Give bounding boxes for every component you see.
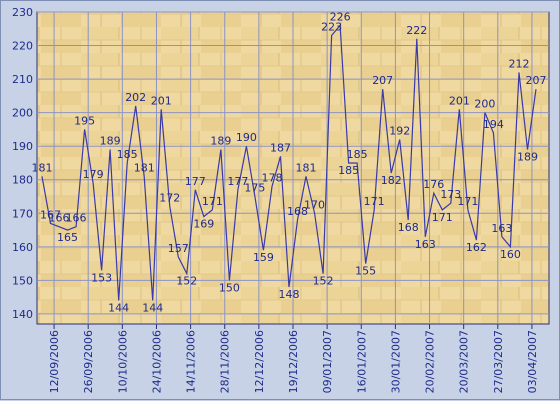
data-label: 171 bbox=[457, 195, 478, 208]
data-label: 222 bbox=[406, 24, 427, 37]
data-label: 150 bbox=[219, 281, 240, 294]
data-label: 179 bbox=[83, 168, 104, 181]
data-label: 212 bbox=[508, 57, 529, 70]
data-label: 171 bbox=[432, 211, 453, 224]
data-label: 189 bbox=[210, 135, 231, 148]
data-label: 200 bbox=[474, 98, 495, 111]
data-label: 223 bbox=[321, 20, 342, 33]
data-label: 163 bbox=[491, 222, 512, 235]
series-line bbox=[41, 23, 537, 301]
data-label: 153 bbox=[91, 271, 112, 284]
data-label: 163 bbox=[415, 238, 436, 251]
data-label: 189 bbox=[517, 151, 538, 164]
data-label: 189 bbox=[100, 135, 121, 148]
x-tick-label: 30/01/2007 bbox=[389, 330, 402, 393]
data-label: 171 bbox=[364, 195, 385, 208]
x-tick-label: 28/11/2006 bbox=[219, 330, 232, 393]
y-tick-label: 170 bbox=[12, 207, 33, 220]
data-label: 185 bbox=[338, 164, 359, 177]
data-label: 194 bbox=[483, 118, 504, 131]
x-axis: 12/09/2006 26/09/2006 10/10/2006 24/10/2006… bbox=[48, 324, 539, 393]
data-label: 201 bbox=[151, 94, 172, 107]
data-label: 226 bbox=[330, 10, 351, 23]
x-tick-label: 14/11/2006 bbox=[185, 330, 198, 393]
data-label: 177 bbox=[185, 175, 206, 188]
y-tick-label: 140 bbox=[12, 308, 33, 321]
x-tick-label: 20/03/2007 bbox=[458, 330, 471, 393]
x-tick-label: 12/12/2006 bbox=[253, 330, 266, 393]
data-label: 182 bbox=[381, 174, 402, 187]
x-tick-label: 26/09/2006 bbox=[82, 330, 95, 393]
data-label: 165 bbox=[57, 231, 78, 244]
data-label: 190 bbox=[236, 131, 257, 144]
y-tick-label: 200 bbox=[12, 107, 33, 120]
x-tick-label: 19/12/2006 bbox=[287, 330, 300, 393]
data-label: 168 bbox=[287, 205, 308, 218]
y-tick-label: 160 bbox=[12, 241, 33, 254]
data-label: 157 bbox=[168, 242, 189, 255]
data-label: 175 bbox=[244, 182, 265, 195]
data-label: 185 bbox=[347, 148, 368, 161]
data-label: 170 bbox=[304, 198, 325, 211]
x-tick-label: 27/03/2007 bbox=[492, 330, 505, 393]
y-tick-label: 190 bbox=[12, 140, 33, 153]
y-tick-label: 180 bbox=[12, 174, 33, 187]
data-label: 207 bbox=[526, 74, 547, 87]
y-tick-label: 210 bbox=[12, 73, 33, 86]
data-label: 159 bbox=[253, 251, 274, 264]
data-label: 168 bbox=[398, 221, 419, 234]
y-tick-label: 230 bbox=[12, 6, 33, 19]
x-tick-label: 10/10/2006 bbox=[116, 330, 129, 393]
y-tick-label: 150 bbox=[12, 274, 33, 287]
data-label: 172 bbox=[159, 192, 180, 205]
data-label: 181 bbox=[134, 161, 155, 174]
x-tick-label: 16/01/2007 bbox=[355, 330, 368, 393]
y-tick-label: 220 bbox=[12, 40, 33, 53]
data-labels: 1811671661651661951791531891441852021811… bbox=[32, 10, 547, 314]
data-label: 195 bbox=[74, 114, 95, 127]
data-label: 181 bbox=[32, 161, 53, 174]
data-label: 187 bbox=[270, 141, 291, 154]
data-label: 173 bbox=[440, 188, 461, 201]
data-label: 176 bbox=[423, 178, 444, 191]
series-polyline bbox=[41, 23, 537, 301]
data-label: 178 bbox=[261, 171, 282, 184]
data-label: 144 bbox=[108, 302, 129, 315]
data-label: 167 bbox=[40, 208, 61, 221]
x-tick-label: 24/10/2006 bbox=[150, 330, 163, 393]
y-axis: 140 150 160 170 180 190 200 210 220 230 bbox=[12, 6, 33, 321]
data-label: 152 bbox=[176, 275, 197, 288]
data-label: 166 bbox=[66, 212, 87, 225]
data-label: 166 bbox=[49, 212, 70, 225]
x-tick-label: 20/02/2007 bbox=[424, 330, 437, 393]
x-tick-label: 03/04/2007 bbox=[526, 330, 539, 393]
data-label: 144 bbox=[142, 302, 163, 315]
data-label: 155 bbox=[355, 265, 376, 278]
x-tick-label: 09/01/2007 bbox=[321, 330, 334, 393]
x-tick-label: 12/09/2006 bbox=[48, 330, 61, 393]
data-label: 160 bbox=[500, 248, 521, 261]
data-label: 185 bbox=[117, 148, 138, 161]
data-label: 181 bbox=[296, 161, 317, 174]
data-label: 162 bbox=[466, 241, 487, 254]
data-label: 192 bbox=[389, 124, 410, 137]
data-label: 169 bbox=[193, 218, 214, 231]
data-label: 177 bbox=[227, 175, 248, 188]
data-label: 202 bbox=[125, 91, 146, 104]
data-label: 152 bbox=[313, 275, 334, 288]
data-label: 207 bbox=[372, 74, 393, 87]
data-label: 148 bbox=[279, 288, 300, 301]
data-label: 171 bbox=[202, 195, 223, 208]
data-label: 201 bbox=[449, 94, 470, 107]
